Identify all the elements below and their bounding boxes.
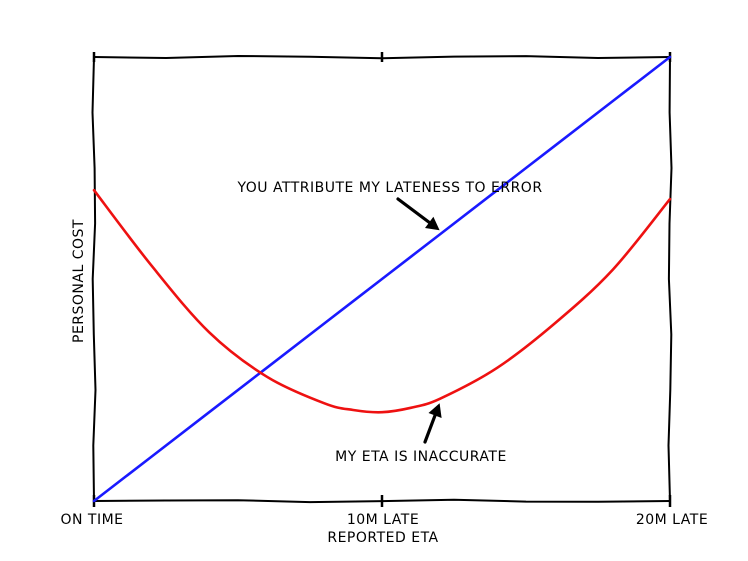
x-tick-label-20m-late: 20M LATE [636,512,708,528]
annotation-lateness-to-error: YOU ATTRIBUTE MY LATENESS TO ERROR [236,180,542,196]
x-axis-label: REPORTED ETA [327,530,438,546]
annotation-arrows [396,197,442,444]
x-tick-label-on-time: ON TIME [60,512,123,528]
y-axis-label: PERSONAL COST [71,219,87,343]
x-tick-label-10m-late: 10M LATE [347,512,419,528]
annotation-arrow-shaft-1 [423,413,437,444]
frame-right [667,56,673,502]
annotation-arrow-head-1 [428,403,442,418]
frame-left [91,56,97,502]
series-line-0 [92,55,672,503]
annotation-arrow-shaft-0 [396,197,431,224]
series-line-1 [92,188,672,414]
series-lines [92,55,672,503]
annotation-eta-inaccurate: MY ETA IS INACCURATE [335,449,507,465]
annotation-arrow-head-0 [425,216,440,231]
